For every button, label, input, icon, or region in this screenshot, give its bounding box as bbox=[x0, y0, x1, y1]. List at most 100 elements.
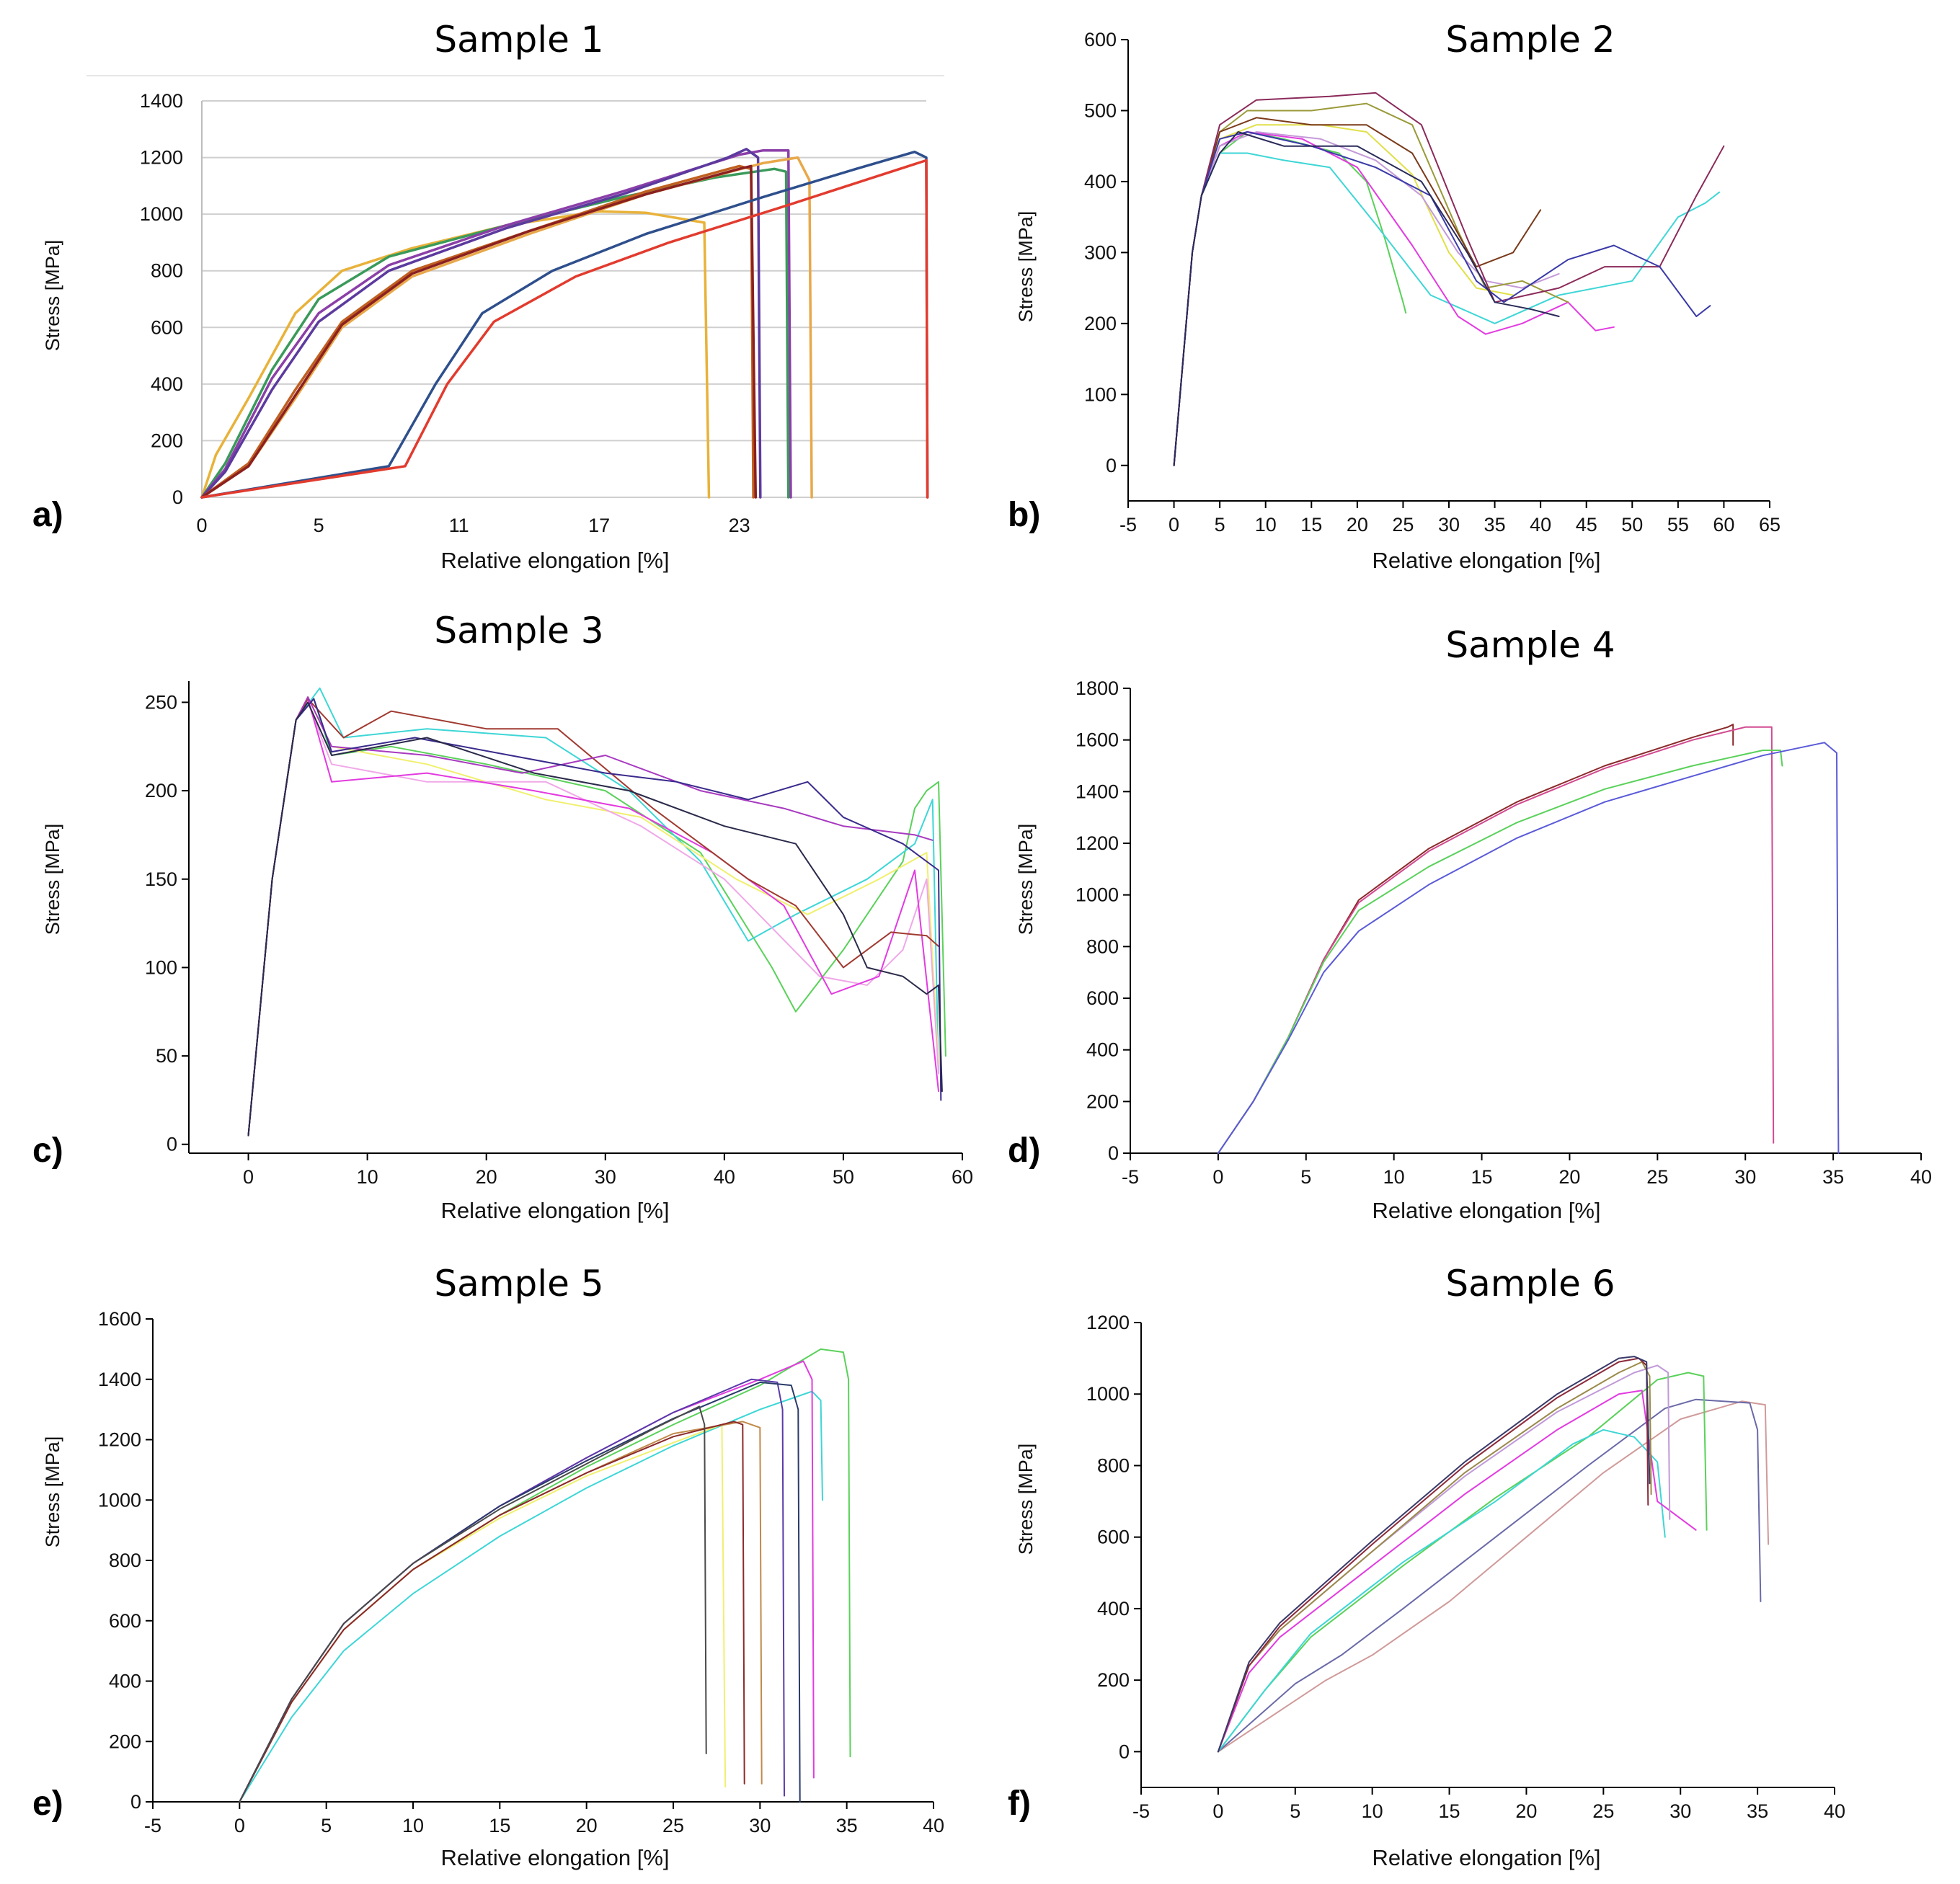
y-axis-label: Stress [MPa] bbox=[42, 240, 63, 352]
x-axis-label: Relative elongation [%] bbox=[440, 1845, 669, 1870]
x-tick-label: 20 bbox=[1347, 514, 1368, 536]
y-tick-label: 0 bbox=[1106, 455, 1117, 476]
y-tick-label: 1200 bbox=[98, 1429, 141, 1451]
x-tick-label: 0 bbox=[196, 515, 207, 536]
panel-b: Sample 2 b) Relative elongation [%] Stress … bbox=[1008, 19, 1781, 573]
x-tick-label: 35 bbox=[1484, 514, 1506, 536]
x-tick-label: 20 bbox=[576, 1815, 598, 1836]
x-tick-label: 55 bbox=[1667, 514, 1689, 536]
x-tick-label: 15 bbox=[1471, 1166, 1493, 1188]
y-tick-label: 400 bbox=[1097, 1598, 1130, 1619]
x-axis-label: Relative elongation [%] bbox=[440, 548, 669, 573]
x-tick-label: 40 bbox=[923, 1815, 944, 1836]
x-tick-label: 10 bbox=[1255, 514, 1277, 536]
series-line-s8 bbox=[239, 1381, 801, 1803]
x-tick-label: 11 bbox=[449, 515, 469, 536]
series-line-s1 bbox=[1217, 1400, 1770, 1753]
x-tick-label: 40 bbox=[1824, 1800, 1845, 1822]
y-tick-label: 800 bbox=[109, 1550, 141, 1571]
x-axis-label: Relative elongation [%] bbox=[1372, 1845, 1600, 1870]
x-tick-label: 35 bbox=[836, 1815, 858, 1836]
x-tick-label: 30 bbox=[1438, 514, 1460, 536]
x-tick-label: 0 bbox=[1212, 1166, 1223, 1188]
series-line-s1 bbox=[247, 698, 946, 1137]
x-tick-label: 10 bbox=[1383, 1166, 1405, 1188]
x-tick-label: 35 bbox=[1822, 1166, 1844, 1188]
series-line-s8 bbox=[1217, 1357, 1649, 1753]
x-tick-label: 30 bbox=[595, 1166, 616, 1188]
y-tick-label: 400 bbox=[1086, 1039, 1119, 1061]
y-tick-label: 800 bbox=[1097, 1454, 1130, 1476]
x-tick-label: 25 bbox=[1646, 1166, 1668, 1188]
series-line-s7 bbox=[1217, 1361, 1652, 1753]
x-tick-label: 20 bbox=[476, 1166, 497, 1188]
x-tick-label: 25 bbox=[662, 1815, 684, 1836]
panel-label: a) bbox=[32, 496, 63, 534]
x-tick-label: 30 bbox=[1734, 1166, 1756, 1188]
series-line-s9 bbox=[1173, 131, 1711, 466]
series-line-s2 bbox=[1217, 726, 1775, 1154]
x-tick-label: 60 bbox=[1713, 514, 1734, 536]
series-line-s3 bbox=[200, 149, 792, 499]
panel-title: Sample 3 bbox=[434, 610, 603, 652]
series-line-s2 bbox=[1173, 152, 1721, 466]
series-line-s7 bbox=[1173, 117, 1542, 466]
panel-title: Sample 2 bbox=[1445, 19, 1615, 61]
y-axis-label: Stress [MPa] bbox=[1015, 1444, 1037, 1555]
y-tick-label: 200 bbox=[1084, 313, 1117, 334]
x-tick-label: 0 bbox=[243, 1166, 254, 1188]
y-tick-label: 200 bbox=[109, 1730, 141, 1752]
x-tick-label: 10 bbox=[402, 1815, 424, 1836]
y-tick-label: 400 bbox=[1084, 171, 1117, 192]
series-line-s1 bbox=[200, 210, 711, 499]
y-tick-label: 800 bbox=[1086, 936, 1119, 957]
series-line-s4 bbox=[1217, 1428, 1666, 1753]
x-tick-label: 0 bbox=[1212, 1800, 1223, 1822]
y-tick-label: 600 bbox=[1084, 29, 1117, 50]
x-tick-label: 45 bbox=[1576, 514, 1597, 536]
series-line-s8 bbox=[247, 698, 942, 1137]
y-tick-label: 600 bbox=[109, 1610, 141, 1632]
series-line-s3 bbox=[247, 696, 939, 1137]
y-tick-label: 1400 bbox=[1076, 781, 1119, 802]
series-line-s7 bbox=[247, 696, 934, 1137]
panel-e: Sample 5 e) Relative elongation [%] Stress … bbox=[32, 1263, 944, 1870]
series-line-s4 bbox=[239, 1421, 763, 1803]
panel-label: e) bbox=[32, 1785, 63, 1823]
y-tick-label: 1200 bbox=[1076, 832, 1119, 854]
series-line-s4 bbox=[200, 148, 762, 499]
y-tick-label: 1000 bbox=[140, 203, 183, 225]
y-tick-label: 300 bbox=[1084, 241, 1117, 263]
panel-label: f) bbox=[1008, 1785, 1031, 1823]
series-line-s6 bbox=[239, 1360, 815, 1803]
x-tick-label: 5 bbox=[1215, 514, 1225, 536]
series-line-s5 bbox=[247, 698, 939, 1137]
y-tick-label: 600 bbox=[151, 316, 183, 338]
x-tick-label: 30 bbox=[749, 1815, 771, 1836]
panel-f: Sample 6 f) Relative elongation [%] Stress … bbox=[1008, 1263, 1845, 1870]
y-axis-label: Stress [MPa] bbox=[42, 824, 63, 936]
x-tick-label: 20 bbox=[1515, 1800, 1537, 1822]
y-tick-label: 1400 bbox=[140, 90, 183, 112]
y-tick-label: 400 bbox=[109, 1671, 141, 1692]
x-axis-label: Relative elongation [%] bbox=[1372, 548, 1600, 573]
y-tick-label: 1000 bbox=[98, 1489, 141, 1511]
panel-title: Sample 6 bbox=[1445, 1263, 1615, 1305]
y-tick-label: 100 bbox=[1084, 383, 1117, 405]
y-tick-label: 200 bbox=[1086, 1090, 1119, 1112]
series-line-s7 bbox=[239, 1378, 785, 1803]
series-line-s8 bbox=[1173, 92, 1725, 466]
x-tick-label: 15 bbox=[1300, 514, 1322, 536]
y-tick-label: 1200 bbox=[1086, 1312, 1130, 1333]
panel-title: Sample 5 bbox=[434, 1263, 603, 1305]
x-tick-label: 50 bbox=[1621, 514, 1643, 536]
y-tick-label: 0 bbox=[130, 1791, 141, 1813]
y-tick-label: 0 bbox=[172, 486, 183, 508]
y-tick-label: 800 bbox=[151, 260, 183, 282]
y-tick-label: 400 bbox=[151, 373, 183, 395]
y-tick-label: 1800 bbox=[1076, 677, 1119, 699]
series-line-s6 bbox=[1217, 1364, 1671, 1753]
panel-label: b) bbox=[1008, 496, 1040, 534]
x-tick-label: 15 bbox=[1439, 1800, 1460, 1822]
x-tick-label: 40 bbox=[1530, 514, 1551, 536]
